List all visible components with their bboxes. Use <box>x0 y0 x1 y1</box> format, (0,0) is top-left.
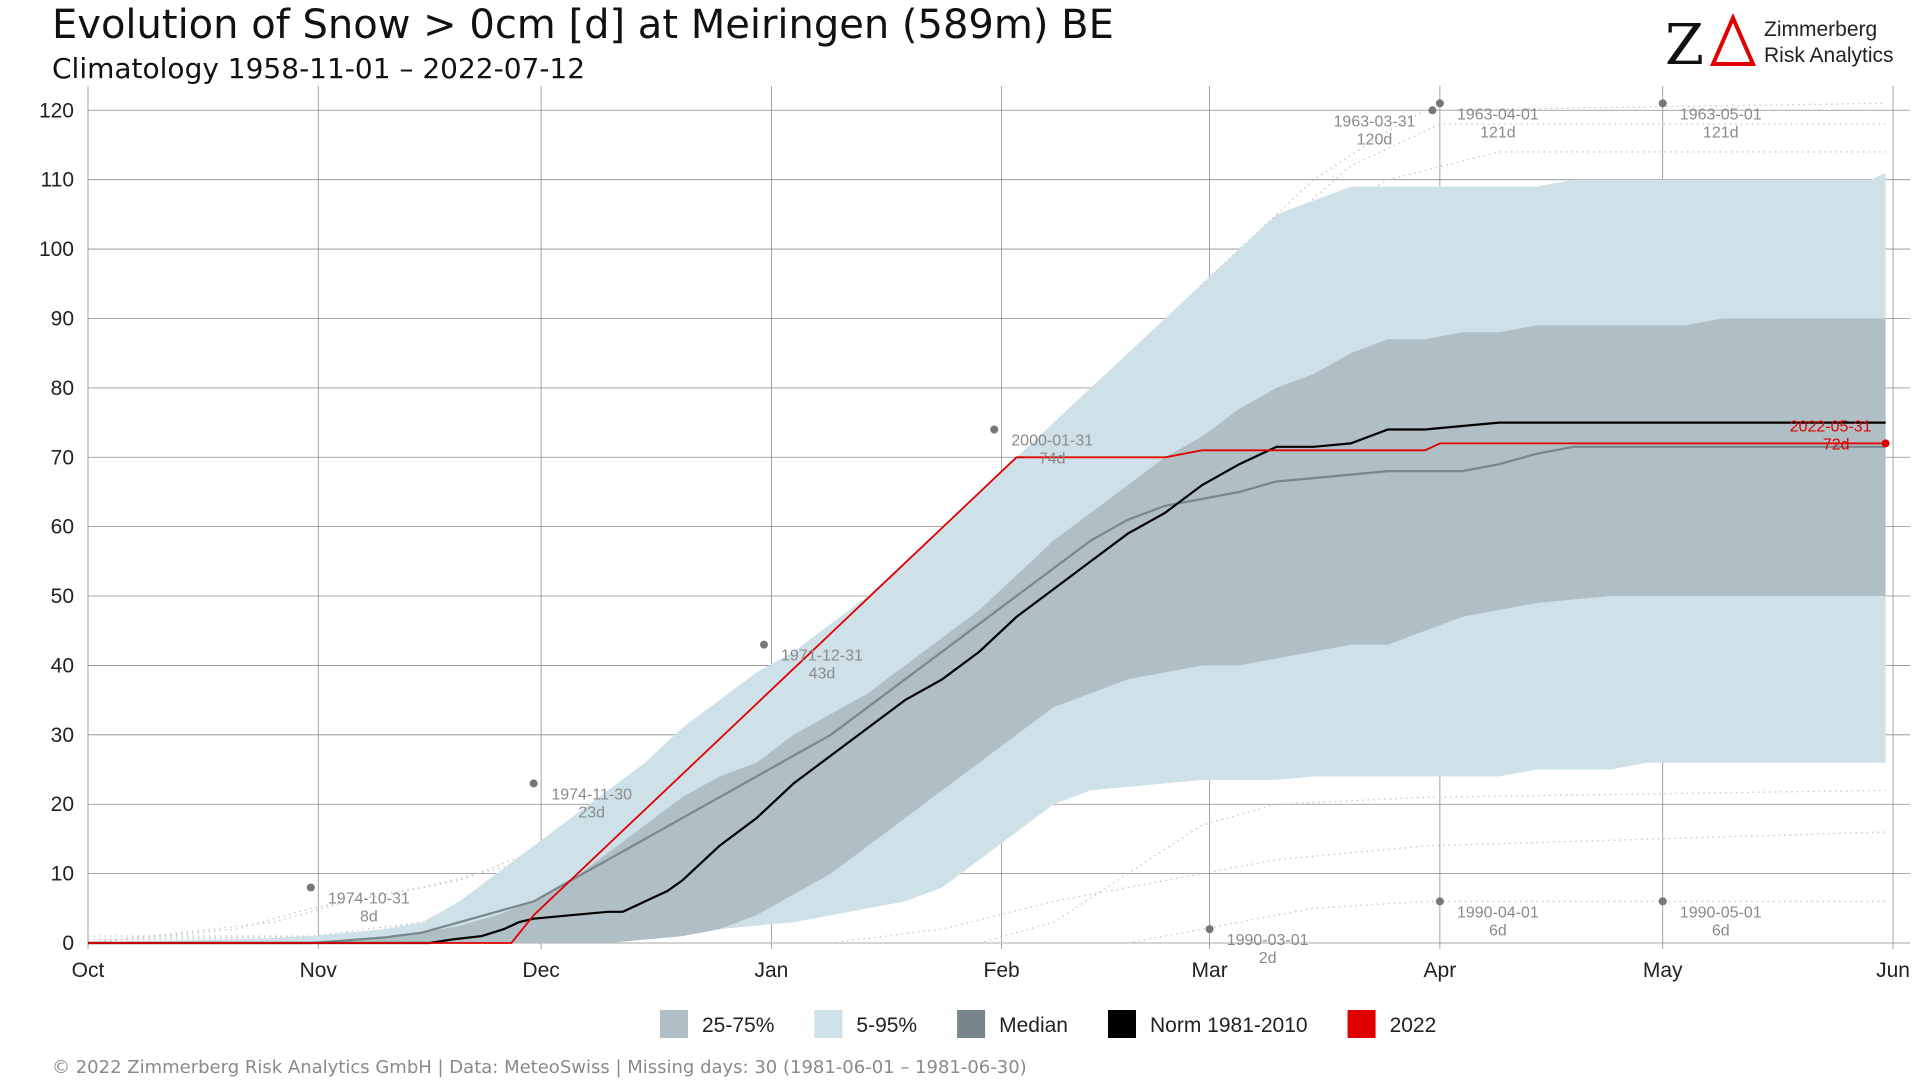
annotation-value: 23d <box>578 804 605 821</box>
legend-label: Norm 1981-2010 <box>1150 1014 1308 1037</box>
year-2022-line <box>88 442 1886 944</box>
y-tick-label: 0 <box>62 932 74 955</box>
series-lines <box>88 421 1886 945</box>
y-tick-label: 30 <box>51 724 74 747</box>
logo-triangle-icon <box>1709 12 1757 66</box>
annotation-value: 6d <box>1712 922 1730 939</box>
annotation-date: 1990-04-01 <box>1457 904 1539 921</box>
legend-label: 25-75% <box>702 1014 774 1037</box>
historical-year-line <box>88 102 1886 937</box>
annotation-value: 43d <box>809 666 836 683</box>
x-tick-label: May <box>1643 959 1683 982</box>
annotation-point <box>529 779 538 788</box>
annotation-value: 8d <box>360 908 378 925</box>
historical-year-line <box>88 900 1886 944</box>
annotation-date: 1963-04-01 <box>1457 106 1539 123</box>
annotation-value: 121d <box>1703 124 1739 141</box>
annotation-point <box>1881 439 1890 448</box>
chart-subtitle: Climatology 1958-11-01 – 2022-07-12 <box>52 52 586 85</box>
y-tick-label: 80 <box>51 377 74 400</box>
logo-letter-z: Z <box>1665 13 1704 72</box>
median-line <box>88 445 1886 945</box>
annotation-value: 121d <box>1480 124 1516 141</box>
legend-swatch <box>1347 1010 1376 1038</box>
x-tick-label: Jun <box>1876 959 1910 982</box>
annotation-point <box>1658 897 1667 906</box>
historical-year-line <box>88 831 1886 944</box>
historical-year-line <box>87 151 1886 944</box>
y-tick-label: 100 <box>39 238 74 261</box>
annotation-date: 1971-12-31 <box>781 648 863 665</box>
chart-title: Evolution of Snow > 0cm [d] at Meiringen… <box>52 2 1114 48</box>
y-tick-label: 90 <box>51 307 74 330</box>
annotation-value: 72d <box>1823 436 1850 453</box>
y-tick-label: 120 <box>39 99 74 122</box>
percentile-bands <box>88 172 1886 943</box>
logo-line1: Zimmerberg <box>1764 18 1877 41</box>
annotation-value: 2d <box>1259 950 1277 967</box>
legend-label: 2022 <box>1390 1014 1437 1037</box>
annotation-date: 2000-01-31 <box>1011 432 1093 449</box>
logo-line2: Risk Analytics <box>1764 44 1894 67</box>
annotation-value: 74d <box>1039 450 1066 467</box>
legend-swatch <box>957 1010 986 1038</box>
annotation-point <box>759 640 768 649</box>
legend: 25-75% 5-95% Median Norm 1981-2010 2022 <box>660 1010 1436 1038</box>
norm-line <box>88 421 1886 945</box>
y-tick-label: 20 <box>51 793 74 816</box>
x-tick-label: Apr <box>1424 959 1457 982</box>
annotation-date: 1974-10-31 <box>328 890 410 907</box>
annotation-point <box>306 883 315 892</box>
x-tick-label: Mar <box>1192 959 1228 982</box>
y-tick-label: 110 <box>41 169 74 192</box>
annotation-point <box>1428 106 1437 115</box>
annotation-date: 1974-11-30 <box>551 786 632 803</box>
legend-swatch <box>814 1010 843 1038</box>
annotation-value: 6d <box>1489 922 1507 939</box>
annotation-date: 1963-03-31 <box>1334 113 1416 130</box>
legend-swatch <box>660 1010 688 1038</box>
annotation-date: 1990-03-01 <box>1227 932 1309 949</box>
annotation-date: 2022-05-31 <box>1790 418 1872 435</box>
band-25-75 <box>88 318 1886 943</box>
footer-credits: © 2022 Zimmerberg Risk Analytics GmbH | … <box>52 1057 1027 1078</box>
y-tick-label: 70 <box>51 446 74 469</box>
x-tick-label: Feb <box>984 959 1020 982</box>
annotation-value: 120d <box>1357 131 1393 148</box>
annotation-point <box>1658 99 1667 108</box>
y-tick-label: 10 <box>51 863 74 886</box>
y-tick-label: 50 <box>51 585 74 608</box>
company-logo: Z Zimmerberg Risk Analytics <box>1665 12 1894 72</box>
annotation-point <box>990 425 999 434</box>
annotation-point <box>1435 99 1444 108</box>
annotation-point <box>1435 897 1444 906</box>
legend-swatch <box>1107 1010 1136 1038</box>
annotation-date: 1990-05-01 <box>1680 904 1762 921</box>
legend-label: Median <box>999 1014 1068 1037</box>
x-tick-label: Jan <box>754 959 788 982</box>
legend-label: 5-95% <box>856 1014 917 1037</box>
axes: 0 10 20 30 40 50 60 70 80 90 100 110 120 Oct Nov Dec Jan… <box>39 99 1910 982</box>
annotation-date: 1963-05-01 <box>1680 106 1762 123</box>
x-tick-label: Dec <box>522 959 559 982</box>
annotation-point <box>1205 925 1214 934</box>
x-tick-label: Nov <box>300 959 338 982</box>
y-tick-label: 60 <box>51 516 74 539</box>
y-tick-label: 40 <box>51 654 74 677</box>
x-tick-label: Oct <box>72 959 105 982</box>
